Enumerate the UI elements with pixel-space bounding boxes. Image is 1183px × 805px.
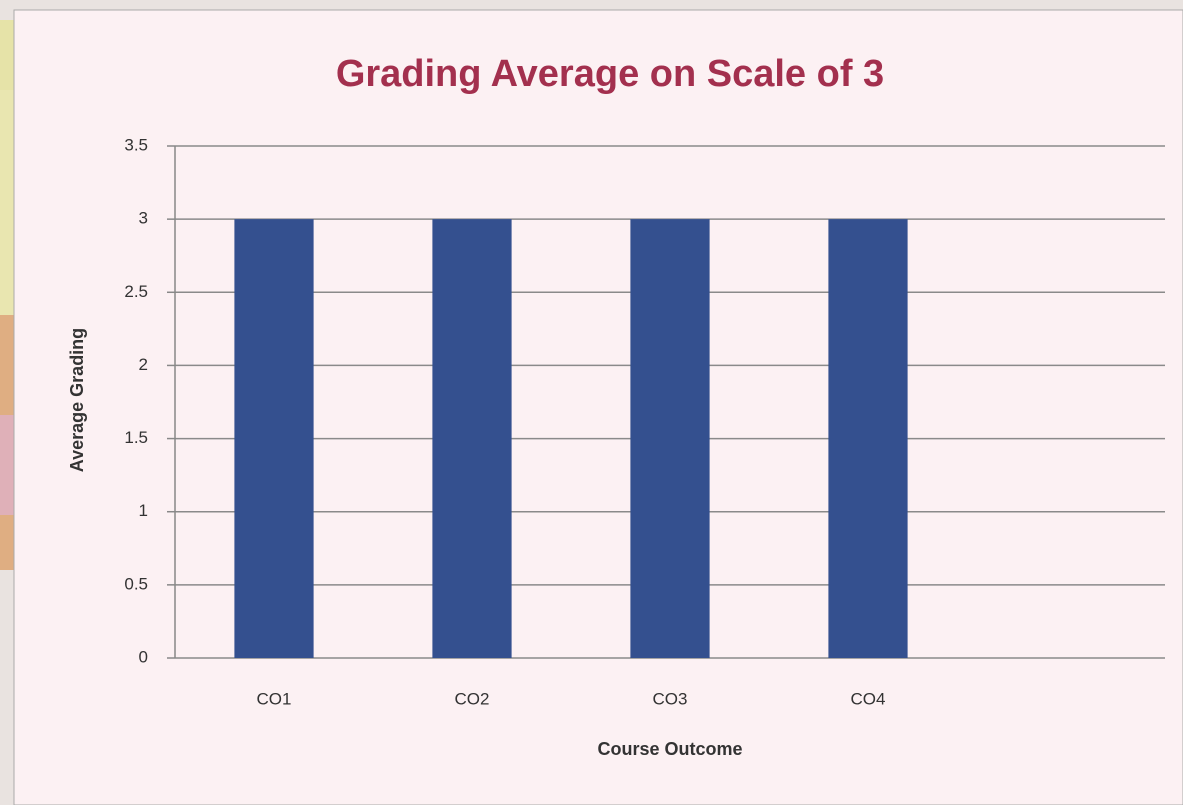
chart-title: Grading Average on Scale of 3 (336, 53, 884, 95)
y-tick-label: 0 (139, 647, 148, 666)
x-tick-label: CO3 (653, 689, 688, 708)
bar (630, 219, 710, 658)
bar (234, 219, 314, 658)
y-tick-label: 2 (139, 355, 148, 374)
x-axis-title: Course Outcome (597, 739, 742, 759)
x-tick-label: CO2 (455, 689, 490, 708)
x-tick-label: CO4 (851, 689, 886, 708)
y-axis-title: Average Grading (67, 328, 87, 472)
x-tick-label: CO1 (257, 689, 292, 708)
bar (828, 219, 908, 658)
y-tick-label: 1.5 (124, 428, 148, 447)
chart-area (13, 9, 1183, 805)
side-strip (0, 315, 14, 415)
y-tick-label: 2.5 (124, 282, 148, 301)
side-strip (0, 90, 14, 315)
y-tick-label: 0.5 (124, 574, 148, 593)
y-tick-label: 1 (139, 501, 148, 520)
side-strip (0, 20, 14, 90)
y-tick-label: 3.5 (124, 135, 148, 154)
side-strip (0, 515, 14, 570)
bar (432, 219, 512, 658)
side-strip (0, 415, 14, 515)
y-tick-label: 3 (139, 209, 148, 228)
